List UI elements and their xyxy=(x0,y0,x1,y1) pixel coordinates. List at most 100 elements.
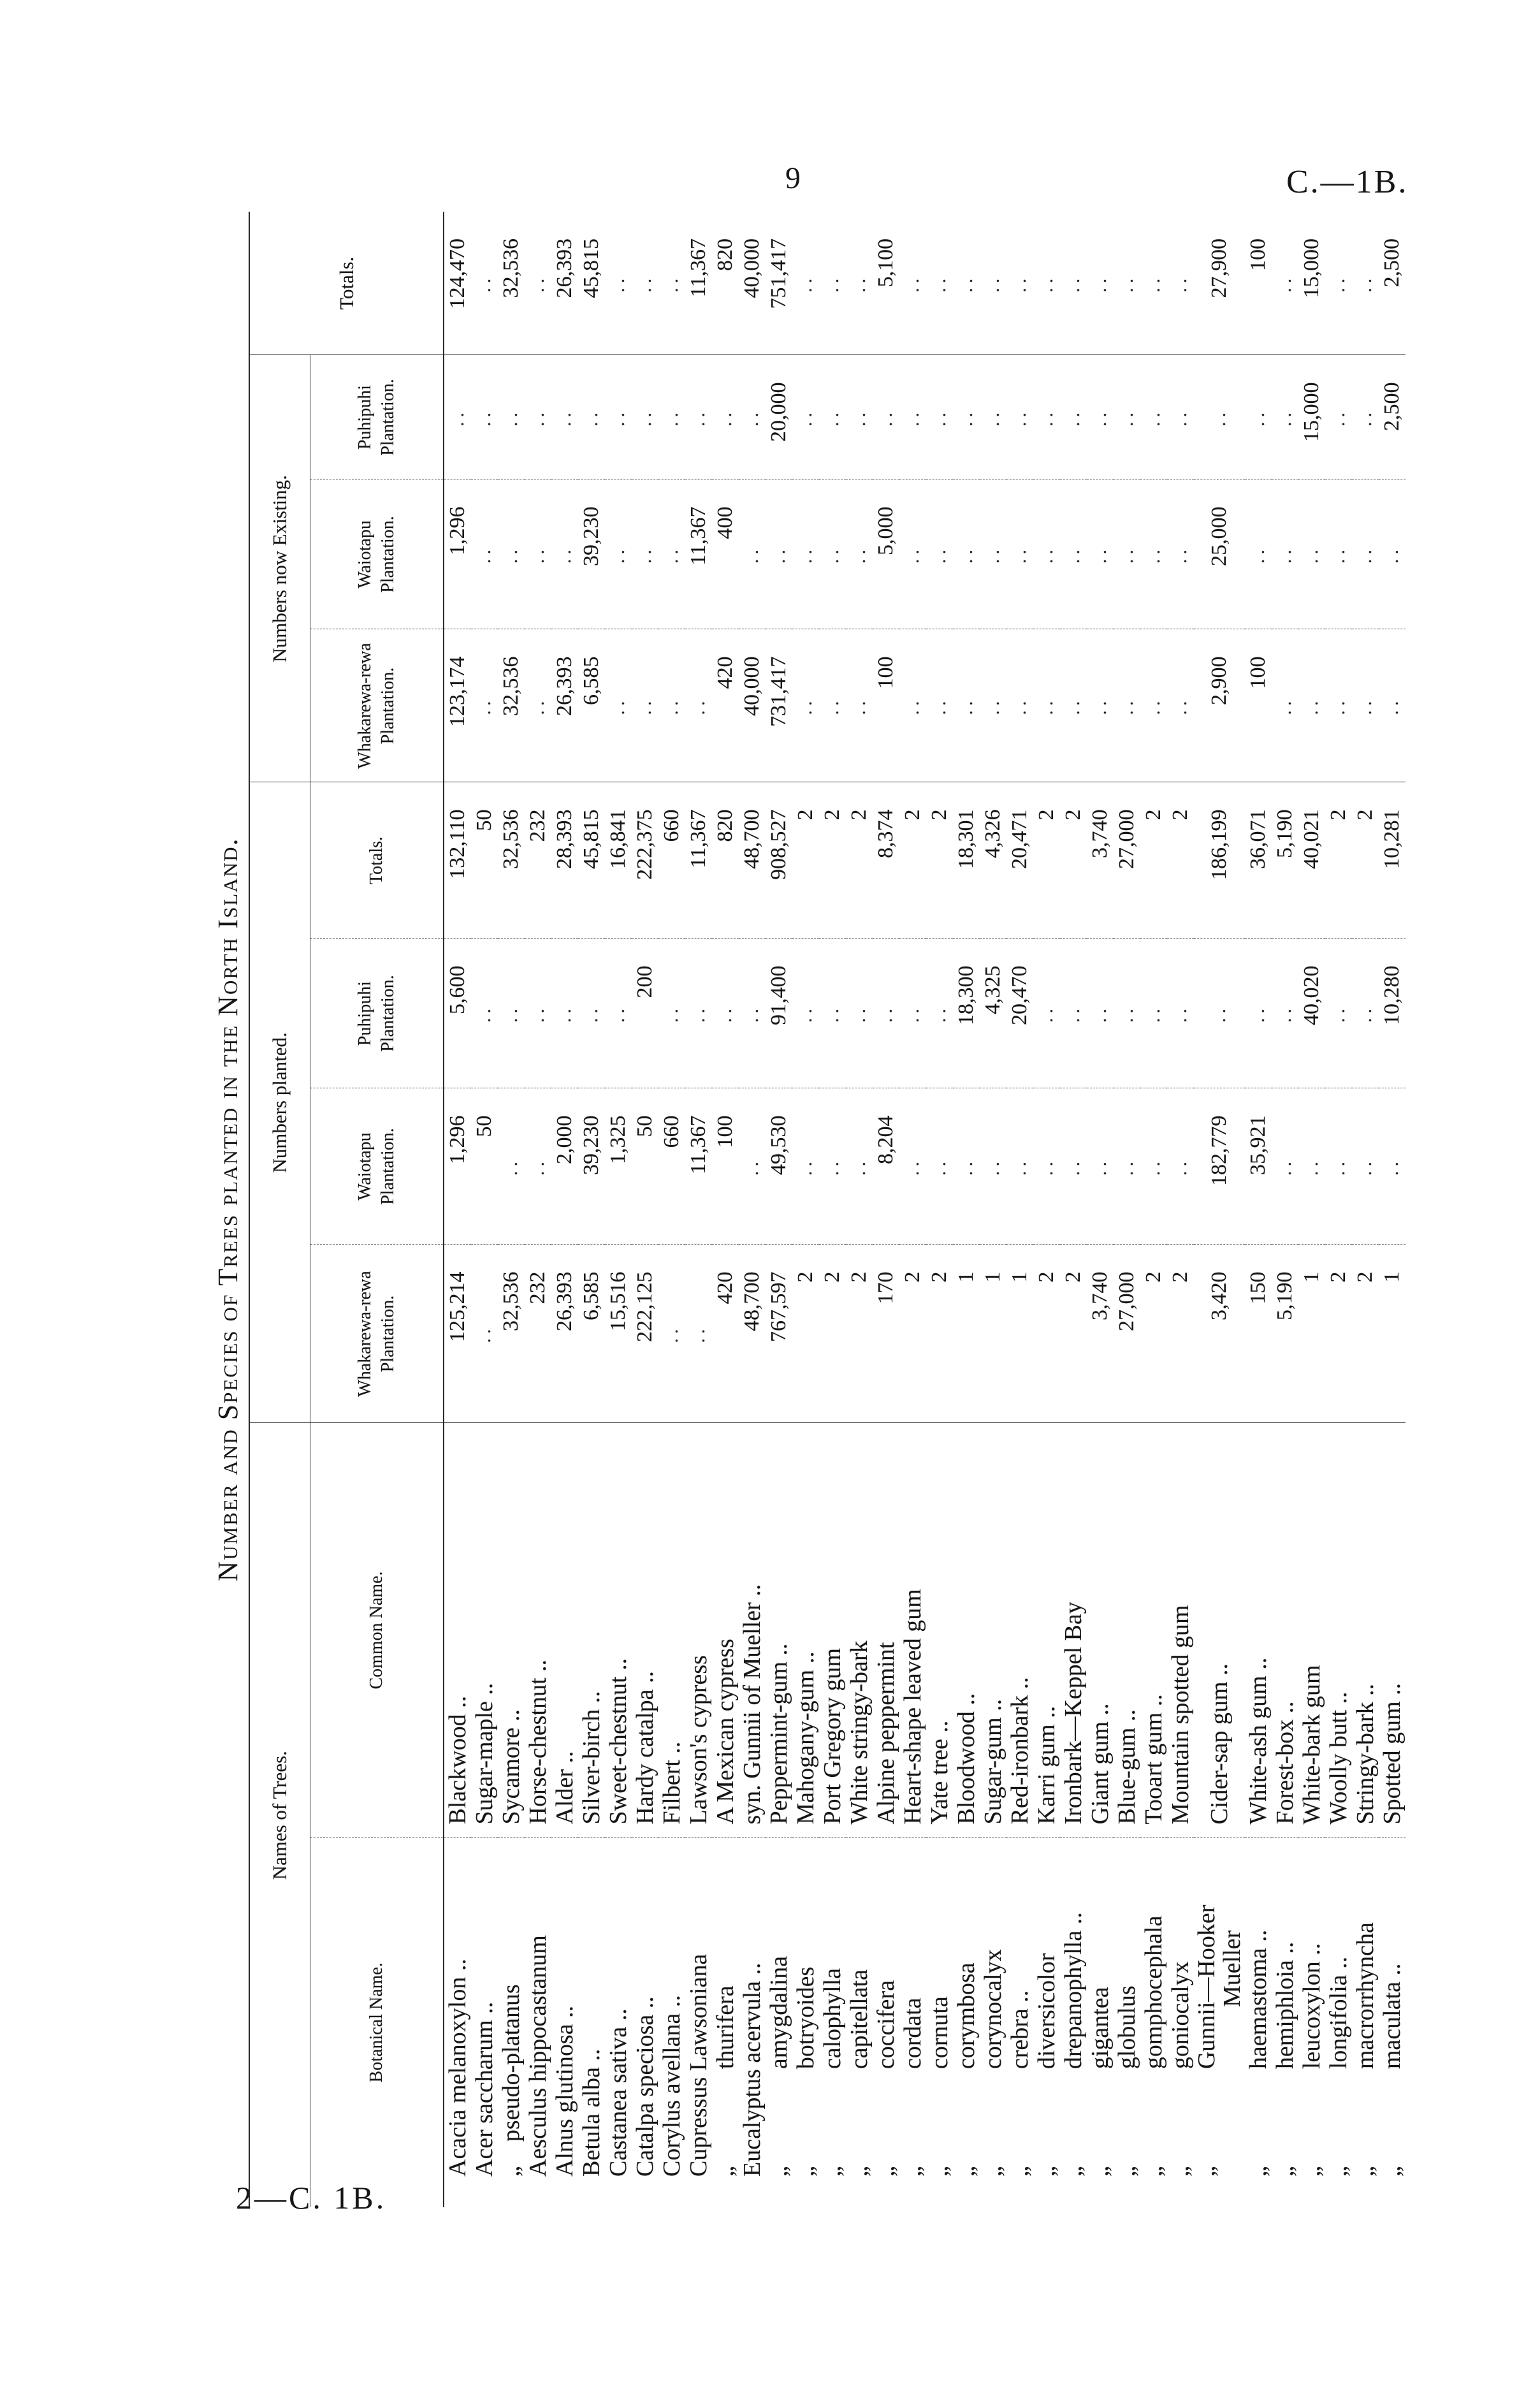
cell-botanical-name: „ macrorrhyncha xyxy=(1352,1922,1379,2177)
column-header-botanical-name: Botanical Name. xyxy=(366,1962,386,2083)
cell-whakarewarewa-planted: 15,516 xyxy=(605,1244,632,1423)
cell-puhipuhi-planted: 4,325 xyxy=(980,938,1006,1088)
cell-botanical-name: „ diversicolor xyxy=(1033,1953,1060,2177)
cell-whakarewarewa-existing: .. xyxy=(1087,629,1114,782)
cell-botanical-name: Acer saccharum .. xyxy=(471,2001,498,2177)
cell-totals-planted: 2 xyxy=(1352,782,1379,939)
cell-whakarewarewa-existing: .. xyxy=(926,629,953,782)
cell-common-name: Ironbark—Keppel Bay xyxy=(1060,1422,1087,1837)
table-body: Acacia melanoxylon .. Blackwood .. 125,214… xyxy=(444,211,1406,2207)
table-row: „ coccifera Alpine peppermint 170 8,204.. 8,… xyxy=(873,211,899,2207)
cell-common-name: Stringy-bark .. xyxy=(1352,1422,1379,1837)
table-row: „ capitellata White stringy-bark 2.... 2...… xyxy=(846,211,873,2207)
cell-whakarewarewa-planted: .. xyxy=(658,1244,685,1423)
cell-waiotapu-existing: .. xyxy=(980,479,1006,629)
cell-totals-planted: 50 xyxy=(471,782,498,939)
cell-botanical-name: Cupressus Lawsoniana xyxy=(685,1954,712,2177)
cell-whakarewarewa-existing: 100 xyxy=(873,629,899,782)
table-row: „ hemiphloia .. Forest-box .. 5,190.... 5,1… xyxy=(1272,211,1298,2207)
cell-totals-planted: 27,000 xyxy=(1114,782,1140,939)
cell-totals-planted: 132,110 xyxy=(444,782,471,939)
cell-waiotapu-existing: .. xyxy=(1352,479,1379,629)
cell-waiotapu-planted: 1,325 xyxy=(605,1088,632,1245)
table-row: Alnus glutinosa .. Alder .. 26,393 2,000.. 2… xyxy=(551,211,578,2207)
cell-puhipuhi-planted: .. xyxy=(471,938,498,1088)
cell-whakarewarewa-existing: .. xyxy=(1167,629,1194,782)
cell-puhipuhi-existing: .. xyxy=(498,354,525,479)
cell-puhipuhi-existing: .. xyxy=(1033,354,1060,479)
column-header-waiotapu-existing: Waiotapu Plantation. xyxy=(310,479,444,629)
cell-common-name: Filbert .. xyxy=(658,1422,685,1837)
cell-waiotapu-planted: .. xyxy=(498,1088,525,1245)
cell-botanical-name: „ haemastoma .. xyxy=(1245,1929,1272,2177)
cell-totals-existing: 124,470 xyxy=(444,211,471,355)
cell-common-name: White-bark gum xyxy=(1298,1422,1325,1837)
cell-whakarewarewa-planted: 27,000 xyxy=(1114,1244,1140,1423)
cell-whakarewarewa-planted: 1 xyxy=(1006,1244,1033,1423)
cell-totals-planted: 36,071 xyxy=(1245,782,1272,939)
cell-waiotapu-planted: 2,000 xyxy=(551,1088,578,1245)
cell-puhipuhi-existing: .. xyxy=(873,354,899,479)
cell-puhipuhi-existing: .. xyxy=(1114,354,1140,479)
cell-whakarewarewa-planted: 3,740 xyxy=(1087,1244,1114,1423)
cell-whakarewarewa-existing: .. xyxy=(1298,629,1325,782)
cell-common-name: Spotted gum .. xyxy=(1379,1422,1406,1837)
cell-waiotapu-existing: .. xyxy=(471,479,498,629)
column-header-common-name: Common Name. xyxy=(310,1422,444,1837)
cell-waiotapu-existing: .. xyxy=(1245,479,1272,629)
trees-table: Names of Trees. Numbers planted. Numbers… xyxy=(249,211,1406,2207)
cell-totals-existing: 751,417 xyxy=(766,211,792,355)
column-header-totals-existing: Totals. xyxy=(249,211,444,355)
cell-whakarewarewa-planted: 26,393 xyxy=(551,1244,578,1423)
cell-common-name: Silver-birch .. xyxy=(578,1422,605,1837)
cell-botanical-name: „ cordata xyxy=(899,1998,926,2177)
cell-common-name: Giant gum .. xyxy=(1087,1422,1114,1837)
cell-totals-existing: .. xyxy=(1352,211,1379,355)
cell-totals-existing: .. xyxy=(471,211,498,355)
cell-totals-planted: 2 xyxy=(819,782,846,939)
cell-waiotapu-planted: 49,530 xyxy=(766,1088,792,1245)
cell-totals-existing: .. xyxy=(1033,211,1060,355)
cell-totals-planted: 660 xyxy=(658,782,685,939)
column-header-totals-planted: Totals. xyxy=(310,782,444,939)
cell-puhipuhi-existing: .. xyxy=(551,354,578,479)
table-row: „ gigantea Giant gum .. 3,740.... 3,740....… xyxy=(1087,211,1114,2207)
cell-whakarewarewa-existing: 6,585 xyxy=(578,629,605,782)
cell-whakarewarewa-planted: 2 xyxy=(1033,1244,1060,1423)
cell-waiotapu-planted: .. xyxy=(1060,1088,1087,1245)
cell-totals-planted: 16,841 xyxy=(605,782,632,939)
cell-puhipuhi-existing: .. xyxy=(1006,354,1033,479)
cell-common-name: Horse-chestnut .. xyxy=(525,1422,551,1837)
cell-waiotapu-planted: .. xyxy=(1033,1088,1060,1245)
cell-puhipuhi-existing: .. xyxy=(739,354,766,479)
cell-whakarewarewa-existing: .. xyxy=(819,629,846,782)
column-header-whakarewarewa-planted: Whakarewa-rewa Plantation. xyxy=(310,1244,444,1423)
cell-puhipuhi-planted: .. xyxy=(551,938,578,1088)
table-row: „ amygdalina Peppermint-gum .. 767,597 49,5… xyxy=(766,211,792,2207)
cell-totals-planted: 2 xyxy=(1060,782,1087,939)
cell-common-name: White-ash gum .. xyxy=(1245,1422,1272,1837)
cell-waiotapu-planted: 660 xyxy=(658,1088,685,1245)
cell-waiotapu-existing: .. xyxy=(1325,479,1352,629)
cell-waiotapu-existing: .. xyxy=(498,479,525,629)
cell-whakarewarewa-existing: .. xyxy=(685,629,712,782)
cell-totals-existing: 100 xyxy=(1245,211,1272,355)
cell-totals-existing: .. xyxy=(658,211,685,355)
cell-waiotapu-existing: 5,000 xyxy=(873,479,899,629)
cell-waiotapu-existing: .. xyxy=(1140,479,1167,629)
table-row: „ crebra .. Red-ironbark .. 1.. 20,470 20,47… xyxy=(1006,211,1033,2207)
page-number: 9 xyxy=(785,161,802,195)
cell-waiotapu-existing: .. xyxy=(551,479,578,629)
cell-whakarewarewa-existing: .. xyxy=(1140,629,1167,782)
cell-puhipuhi-planted: .. xyxy=(1114,938,1140,1088)
cell-whakarewarewa-planted: 6,585 xyxy=(578,1244,605,1423)
cell-botanical-name: „ gomphocephala xyxy=(1140,1915,1167,2177)
cell-puhipuhi-existing: 15,000 xyxy=(1298,354,1325,479)
cell-waiotapu-existing: .. xyxy=(1167,479,1194,629)
cell-whakarewarewa-planted: 2 xyxy=(792,1244,819,1423)
cell-waiotapu-planted: 50 xyxy=(471,1088,498,1245)
table-row: Acer saccharum .. Sugar-maple .... 50.. 50.… xyxy=(471,211,498,2207)
cell-puhipuhi-planted: .. xyxy=(819,938,846,1088)
group-header-numbers-planted: Numbers planted. xyxy=(249,782,310,1423)
cell-puhipuhi-planted: .. xyxy=(1140,938,1167,1088)
